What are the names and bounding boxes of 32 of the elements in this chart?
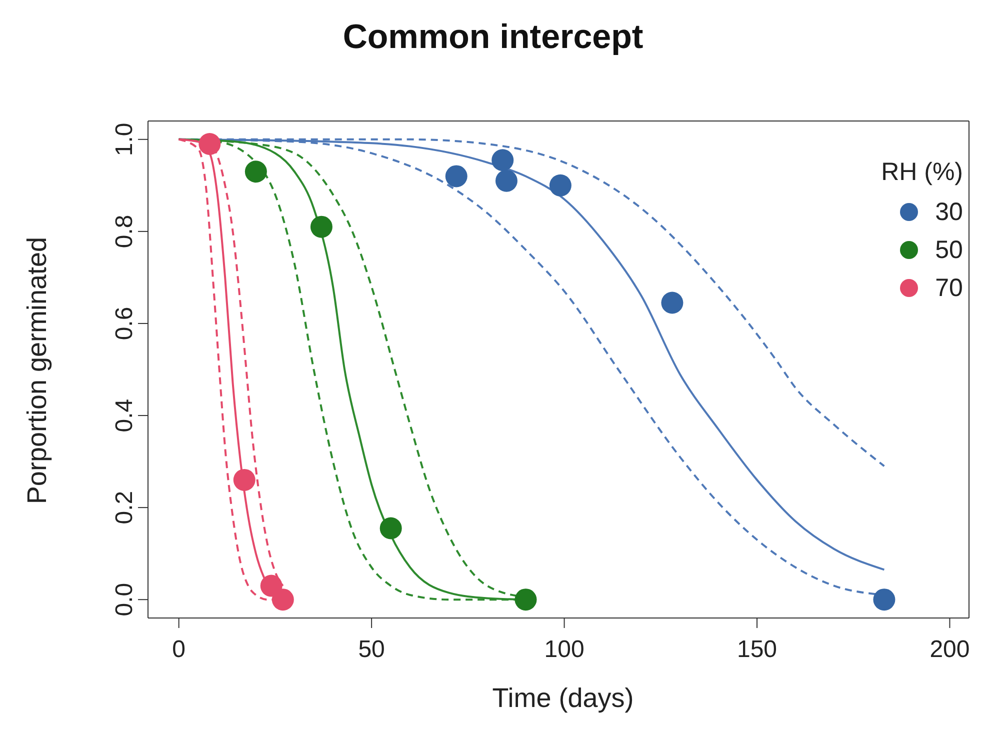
y-tick-label: 0.6 — [111, 306, 138, 340]
chart-title: Common intercept — [342, 18, 644, 57]
point — [198, 133, 221, 156]
legend-label: 70 — [934, 272, 963, 304]
y-axis-title: Porportion germinated — [22, 236, 54, 504]
y-tick-label: 0.2 — [111, 490, 138, 524]
x-tick-label: 150 — [736, 636, 778, 664]
point — [661, 292, 684, 314]
x-tick-label: 0 — [172, 636, 186, 664]
x-tick-label: 200 — [930, 636, 970, 664]
x-tick-label: 100 — [544, 636, 584, 664]
point — [244, 160, 267, 183]
legend-title: RH (%) — [881, 158, 963, 187]
point — [492, 149, 514, 172]
point — [549, 174, 572, 196]
point — [514, 588, 537, 611]
point — [495, 170, 518, 192]
point — [272, 588, 294, 611]
y-tick-label: 0.0 — [111, 582, 138, 616]
point — [445, 165, 468, 188]
y-tick-label: 0.8 — [111, 214, 138, 248]
point — [873, 588, 896, 611]
y-tick-label: 0.4 — [111, 398, 138, 432]
x-axis-title: Time (days) — [491, 683, 635, 714]
legend-label: 50 — [934, 234, 963, 266]
point — [380, 517, 402, 540]
point — [233, 468, 256, 491]
point — [310, 216, 332, 238]
point — [260, 574, 282, 597]
legend-label: 30 — [934, 196, 963, 228]
y-tick-label: 1.0 — [111, 122, 138, 156]
x-tick-label: 50 — [358, 636, 385, 664]
